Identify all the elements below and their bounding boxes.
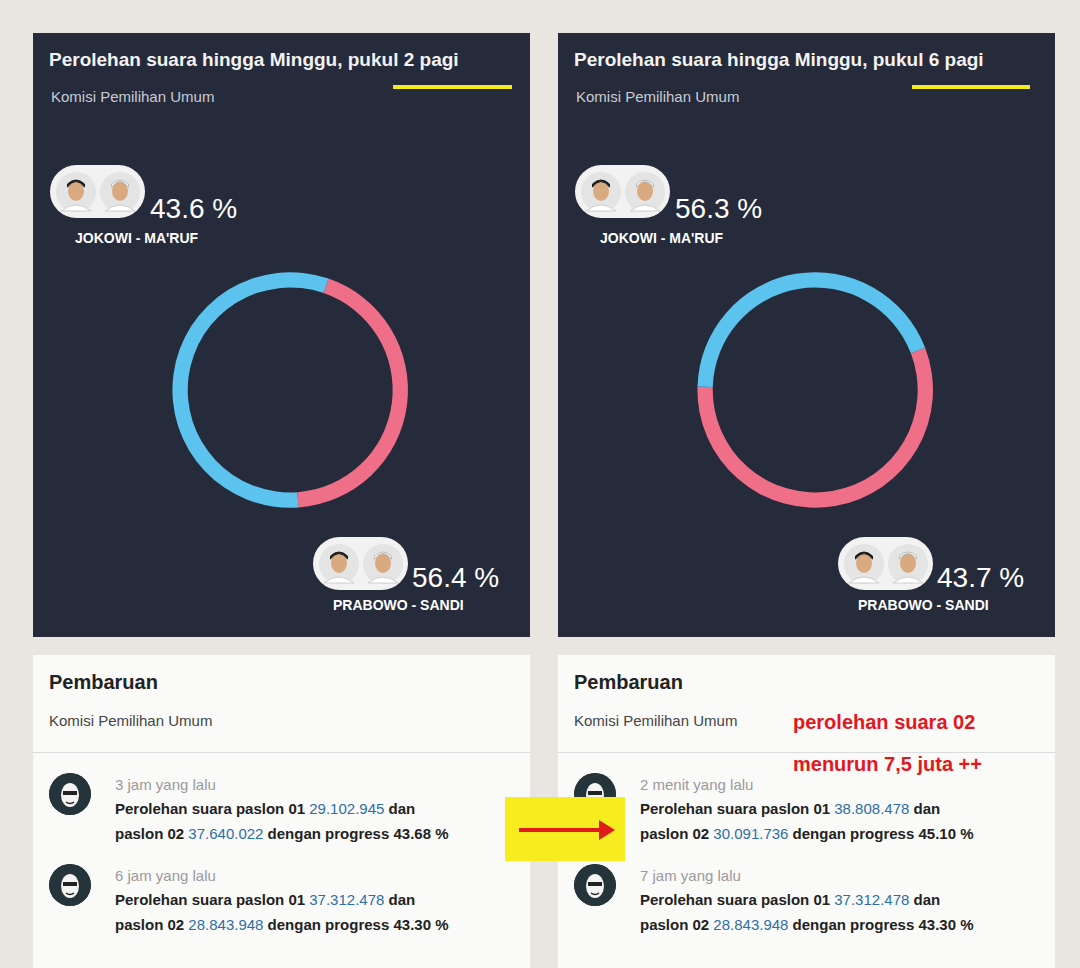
- html-text:menurun 7,5 juta ++: menurun 7,5 juta ++: [793, 753, 982, 775]
- svg-text:JOKOWI - MA'RUF: JOKOWI - MA'RUF: [75, 230, 199, 246]
- html-text:7 jam yang lalu: 7 jam yang lalu: [640, 867, 741, 884]
- svg-text:PRABOWO - SANDI: PRABOWO - SANDI: [858, 597, 989, 613]
- html-text:2 menit yang lalu: 2 menit yang lalu: [640, 776, 754, 793]
- svg-text:Perolehan suara hingga Minggu,: Perolehan suara hingga Minggu, pukul 6 p…: [574, 49, 984, 70]
- svg-text:Komisi Pemilihan Umum: Komisi Pemilihan Umum: [51, 88, 214, 105]
- html-text:paslon 02 37.640.022 dengan pr: paslon 02 37.640.022 dengan progress 43.…: [115, 825, 449, 842]
- svg-text:PRABOWO - SANDI: PRABOWO - SANDI: [333, 597, 464, 613]
- html-text:Perolehan suara paslon 01 37.3: Perolehan suara paslon 01 37.312.478 dan: [115, 891, 416, 908]
- svg-text:56.4 %: 56.4 %: [412, 562, 499, 593]
- html-text:Komisi Pemilihan Umum: Komisi Pemilihan Umum: [574, 712, 738, 729]
- svg-text:43.6 %: 43.6 %: [150, 193, 237, 224]
- html-text:perolehan suara 02: perolehan suara 02: [793, 711, 976, 733]
- svg-text:Komisi Pemilihan Umum: Komisi Pemilihan Umum: [576, 88, 739, 105]
- html-text:paslon 02 28.843.948 dengan pr: paslon 02 28.843.948 dengan progress 43.…: [640, 916, 974, 933]
- html-text:Pembaruan: Pembaruan: [574, 671, 683, 693]
- html-text:Pembaruan: Pembaruan: [49, 671, 158, 693]
- html-text:paslon 02 28.843.948 dengan pr: paslon 02 28.843.948 dengan progress 43.…: [115, 916, 449, 933]
- html-text:Perolehan suara paslon 01 38.8: Perolehan suara paslon 01 38.808.478 dan: [640, 800, 941, 817]
- svg-text:Perolehan suara hingga Minggu,: Perolehan suara hingga Minggu, pukul 2 p…: [49, 49, 459, 70]
- svg-text:56.3 %: 56.3 %: [675, 193, 762, 224]
- html-text:Komisi Pemilihan Umum: Komisi Pemilihan Umum: [49, 712, 213, 729]
- svg-text:JOKOWI - MA'RUF: JOKOWI - MA'RUF: [600, 230, 724, 246]
- html-text:3 jam yang lalu: 3 jam yang lalu: [115, 776, 216, 793]
- html-text:Perolehan suara paslon 01 29.1: Perolehan suara paslon 01 29.102.945 dan: [115, 800, 416, 817]
- html-text:paslon 02 30.091.736 dengan pr: paslon 02 30.091.736 dengan progress 45.…: [640, 825, 974, 842]
- svg-text:43.7 %: 43.7 %: [937, 562, 1024, 593]
- html-text:Perolehan suara paslon 01 37.3: Perolehan suara paslon 01 37.312.478 dan: [640, 891, 941, 908]
- html-text:6 jam yang lalu: 6 jam yang lalu: [115, 867, 216, 884]
